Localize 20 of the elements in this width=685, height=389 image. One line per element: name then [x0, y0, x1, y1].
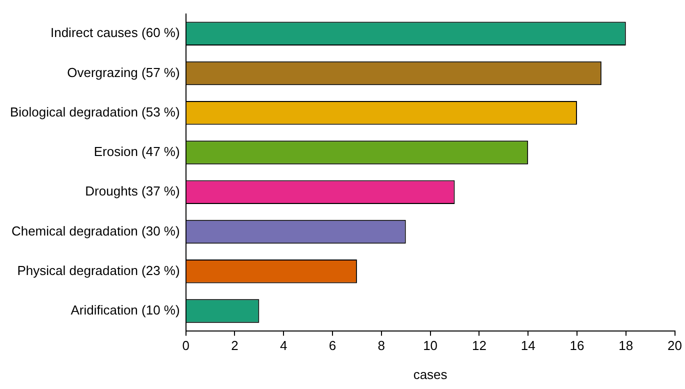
x-tick-label: 18 — [618, 338, 634, 354]
x-tick-label: 16 — [570, 338, 584, 354]
x-axis-title: cases — [413, 366, 448, 382]
x-tick-label: 8 — [378, 338, 386, 354]
x-tick-label: 0 — [182, 338, 190, 354]
y-tick-label: Erosion (47 %) — [94, 144, 180, 160]
x-tick-label: 14 — [520, 338, 536, 354]
x-tick-label: 12 — [472, 338, 486, 354]
x-tick-label: 10 — [423, 338, 438, 354]
y-tick-label: Aridification (10 %) — [70, 302, 180, 318]
x-tick-label: 20 — [668, 338, 682, 354]
y-tick-label: Physical degradation (23 %) — [17, 262, 180, 278]
y-tick-label: Droughts (37 %) — [85, 184, 180, 199]
x-tick-label: 6 — [328, 338, 336, 354]
y-tick-label: Overgrazing (57 %) — [67, 64, 180, 80]
y-tick-label: Biological degradation (53 %) — [10, 104, 180, 120]
x-tick-label: 2 — [231, 338, 238, 354]
x-tick-label: 4 — [280, 338, 288, 354]
y-tick-label: Chemical degradation (30 %) — [11, 223, 180, 238]
y-tick-label: Indirect causes (60 %) — [50, 25, 180, 40]
